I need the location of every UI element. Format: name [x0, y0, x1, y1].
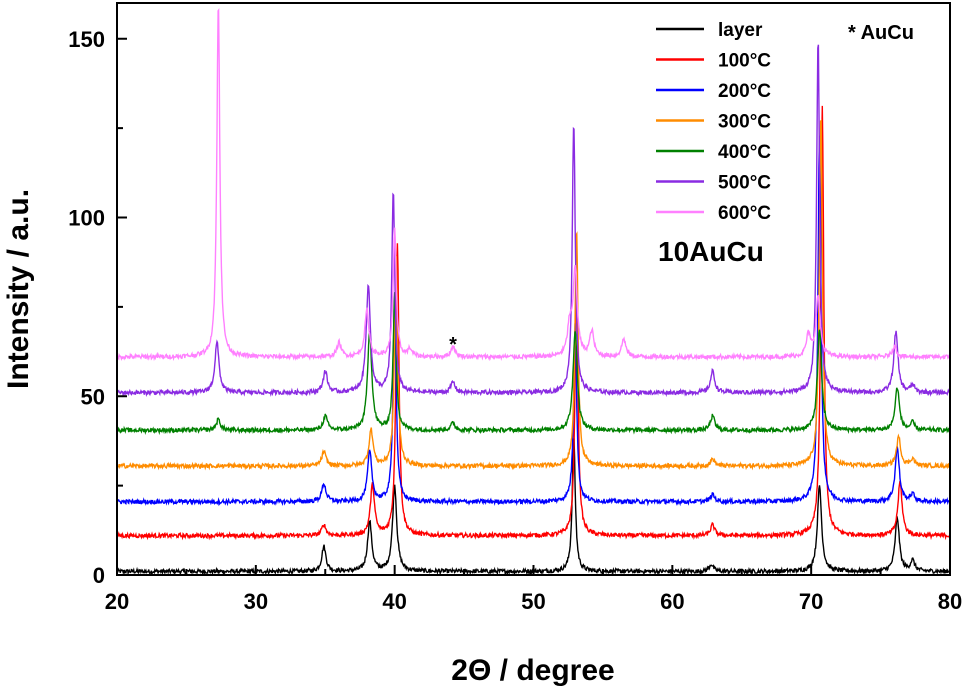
x-tick-label: 20: [105, 589, 129, 614]
legend-label: 300°C: [718, 112, 771, 133]
x-axis-label: 2Θ / degree: [451, 654, 614, 687]
plot-frame: [116, 2, 951, 576]
y-tick-label: 100: [68, 206, 105, 231]
series-line-2: [116, 135, 951, 507]
sample-label: 10AuCu: [658, 236, 764, 267]
x-tick-label: 30: [244, 589, 268, 614]
ticks-layer: 20 30 40 50 60 70 80 0 50 100 150: [68, 27, 962, 614]
legend-label: 100°C: [718, 51, 771, 72]
phase-marker-legend: * AuCu: [848, 22, 914, 44]
legend-label: 400°C: [718, 142, 771, 163]
series-layer: [116, 8, 951, 577]
series-line-0: [116, 438, 951, 577]
y-tick-label: 50: [81, 384, 105, 409]
x-tick-label: 40: [382, 589, 406, 614]
legend-label: 600°C: [718, 203, 771, 224]
legend: layer 100°C 200°C 300°C 400°C 500°C 600°C: [656, 20, 771, 224]
series-line-5: [116, 44, 951, 398]
peak-marker: *: [449, 334, 457, 356]
y-axis-label: Intensity / a.u.: [2, 189, 35, 389]
y-tick-label: 150: [68, 27, 105, 52]
series-line-6: [116, 8, 951, 362]
x-tick-label: 50: [521, 589, 545, 614]
legend-label: 200°C: [718, 81, 771, 102]
series-line-1: [116, 105, 951, 541]
x-tick-label: 80: [938, 589, 962, 614]
y-tick-label: 0: [93, 563, 105, 588]
legend-label: 500°C: [718, 173, 771, 194]
series-line-3: [116, 119, 951, 471]
series-line-4: [116, 292, 951, 436]
x-tick-label: 70: [799, 589, 823, 614]
x-tick-label: 60: [660, 589, 684, 614]
legend-label: layer: [718, 20, 763, 41]
